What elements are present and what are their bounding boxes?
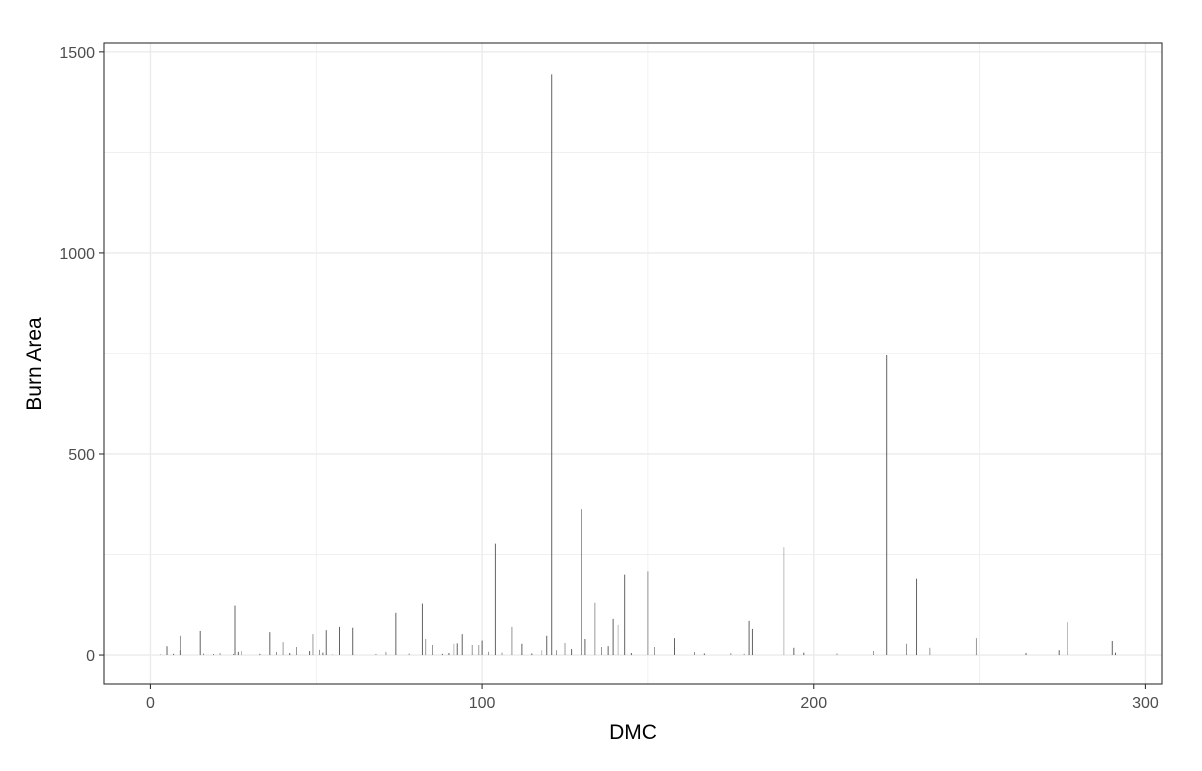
y-axis-ticks: 0 500 1000 1500 xyxy=(59,45,104,665)
bar-marks xyxy=(160,74,1117,656)
x-tick-label: 100 xyxy=(469,695,496,712)
grid-major xyxy=(104,43,1162,684)
panel-border xyxy=(103,42,1163,685)
x-axis-ticks: 0 100 200 300 xyxy=(146,684,1159,712)
y-tick-label: 1500 xyxy=(59,45,95,62)
x-axis-title: DMC xyxy=(609,721,657,744)
grid-minor xyxy=(104,43,1162,684)
y-tick-label: 500 xyxy=(68,447,95,464)
y-tick-label: 1000 xyxy=(59,246,95,263)
x-tick-label: 0 xyxy=(146,695,155,712)
y-tick-label: 0 xyxy=(86,648,95,665)
x-tick-label: 200 xyxy=(800,695,827,712)
y-axis-title: Burn Area xyxy=(23,317,46,411)
x-tick-label: 300 xyxy=(1132,695,1159,712)
